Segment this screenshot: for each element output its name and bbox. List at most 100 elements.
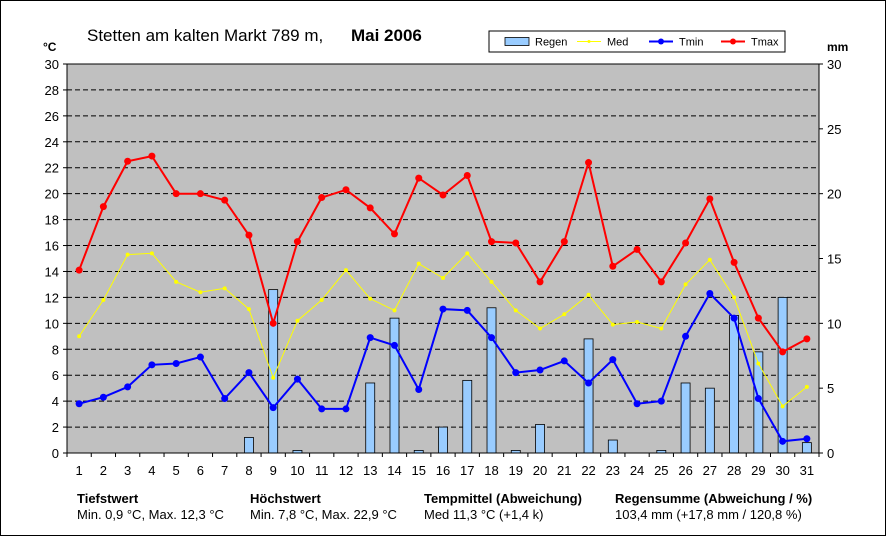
tmin-point [730, 314, 738, 322]
y-left-tick-label: 30 [45, 57, 59, 72]
y-left-tick-label: 24 [45, 135, 59, 150]
tmin-point [779, 437, 787, 445]
y-right-tick-label: 10 [827, 316, 841, 331]
tmin-point [124, 383, 132, 391]
x-tick-label: 13 [363, 463, 377, 478]
chart-title-location: Stetten am kalten Markt 789 m, [87, 26, 323, 45]
tmin-point [633, 400, 641, 408]
x-tick-label: 9 [270, 463, 277, 478]
med-point [246, 307, 251, 312]
legend-label-tmin: Tmin [679, 37, 703, 49]
y-right-tick-label: 30 [827, 57, 841, 72]
tmax-point [682, 239, 690, 247]
med-point [538, 326, 543, 331]
regen-bar [438, 426, 448, 454]
grid-lines [67, 89, 819, 428]
tmax-point [633, 245, 641, 253]
y-left-tick-label: 26 [45, 109, 59, 124]
x-tick-label: 16 [436, 463, 450, 478]
med-point [101, 297, 106, 302]
med-point [198, 290, 203, 295]
y-left-tick-label: 22 [45, 161, 59, 176]
stat-value: Min. 0,9 °C, Max. 12,3 °C [77, 507, 224, 522]
stat-heading: Tempmittel (Abweichung) [424, 491, 582, 506]
y-right-tick-label: 15 [827, 252, 841, 267]
tmin-point [682, 332, 690, 340]
regen-bar [389, 317, 400, 454]
x-tick-label: 19 [509, 463, 523, 478]
legend: Regen Med Tmin Tmax [488, 30, 786, 53]
y-left-tick-label: 28 [45, 83, 59, 98]
legend-swatch-regen [504, 37, 530, 46]
x-tick-label: 15 [412, 463, 426, 478]
x-tick-label: 18 [484, 463, 498, 478]
y-left-unit: °C [43, 40, 57, 54]
y-left-tick-label: 10 [45, 316, 59, 331]
regen-bar [607, 439, 618, 454]
tmax-point [196, 190, 204, 198]
x-tick-label: 27 [703, 463, 717, 478]
tmin-point [390, 341, 398, 349]
tmax-point [293, 238, 301, 246]
med-point [465, 251, 470, 256]
med-point [149, 251, 154, 256]
med-point [222, 286, 227, 291]
tmax-point [342, 186, 350, 194]
med-point [780, 404, 785, 409]
tmin-point [99, 393, 107, 401]
tmin-point [318, 405, 326, 413]
legend-label-regen: Regen [535, 37, 567, 49]
chart-title: Stetten am kalten Markt 789 m, Mai 2006 [87, 26, 422, 45]
tmax-point [124, 157, 132, 165]
legend-label-med: Med [607, 37, 628, 49]
tmin-point [803, 435, 811, 443]
regen-bar [777, 296, 788, 454]
regen-bar [462, 379, 473, 454]
temperature-lines [75, 152, 811, 445]
x-tick-label: 22 [581, 463, 595, 478]
tmax-point [148, 152, 156, 160]
plot-area [67, 64, 819, 453]
tmin-point [148, 361, 156, 369]
x-tick-label: 5 [173, 463, 180, 478]
x-axis: 1 2 3 4 5 6 7 8 9 10 11 12 13 14 15 16 17 18 19 20 21 22 23 24 2… [66, 453, 820, 478]
x-tick-label: 26 [678, 463, 692, 478]
x-tick-label: 6 [197, 463, 204, 478]
x-tick-label: 20 [533, 463, 547, 478]
regen-bar [583, 338, 594, 454]
tmax-point [172, 190, 180, 198]
tmin-point [221, 395, 229, 403]
regen-bar [801, 442, 812, 454]
tmin-point [75, 400, 83, 408]
med-point [77, 334, 82, 339]
regen-bar [680, 382, 691, 454]
y-right-unit: mm [827, 40, 848, 54]
med-point [683, 282, 688, 287]
med-point [562, 312, 567, 317]
tmin-point [488, 334, 496, 342]
med-point [756, 361, 761, 366]
tmin-point [657, 397, 665, 405]
tmax-point [512, 239, 520, 247]
y-right-axis: 0 5 10 15 20 25 30 [819, 57, 841, 461]
tmin-point [706, 290, 714, 298]
med-point [125, 252, 130, 257]
tmax-point [221, 196, 229, 204]
tmin-point [609, 356, 617, 364]
legend-marker-tmax [730, 38, 736, 45]
tmax-point [245, 231, 253, 239]
med-point [635, 320, 640, 325]
x-tick-label: 4 [148, 463, 155, 478]
tmin-point [269, 404, 277, 412]
tmax-point [390, 230, 398, 238]
tmax-point [536, 278, 544, 286]
y-left-tick-label: 16 [45, 239, 59, 254]
y-left-tick-label: 12 [45, 290, 59, 305]
regen-bar [704, 387, 715, 454]
x-tick-label: 1 [76, 463, 83, 478]
tmax-point [657, 278, 665, 286]
stat-value: Med 11,3 °C (+1,4 k) [424, 507, 543, 522]
x-tick-label: 21 [557, 463, 571, 478]
